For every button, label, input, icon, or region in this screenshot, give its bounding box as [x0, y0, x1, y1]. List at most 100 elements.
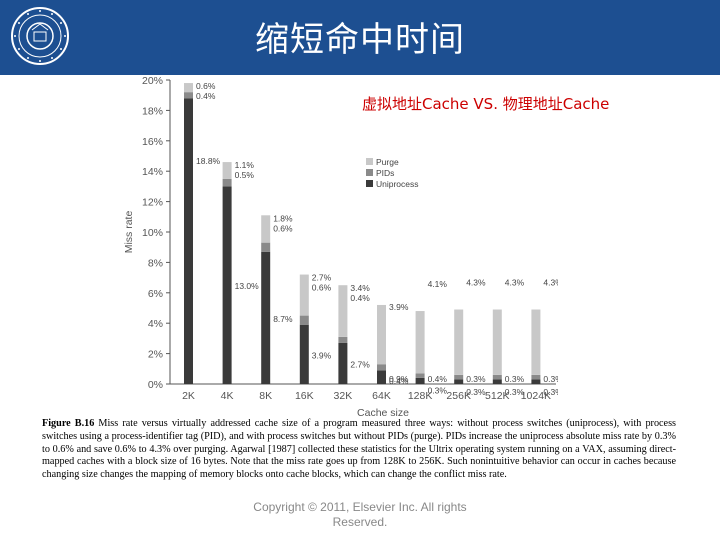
data-label-purge: 1.8% [273, 213, 293, 223]
data-label-purge: 4.3% [505, 278, 525, 288]
data-label-pids: 0.3% [505, 387, 525, 397]
data-label-uniprocess: 0.9% [389, 374, 409, 384]
data-label-uniprocess: 2.7% [350, 359, 370, 369]
y-tick-label: 4% [148, 318, 163, 330]
data-label-uniprocess: 3.9% [312, 350, 332, 360]
legend-label-uniprocess: Uniprocess [376, 179, 419, 189]
bar-pids [184, 92, 193, 99]
y-tick-label: 16% [142, 136, 163, 148]
bar-uniprocess [261, 251, 271, 384]
bar-purge [531, 309, 541, 375]
data-label-purge: 2.7% [312, 273, 332, 283]
data-label-uniprocess: 18.8% [196, 156, 221, 166]
data-label-pids: 0.3% [428, 385, 448, 395]
bar-purge [377, 304, 386, 365]
bar-uniprocess [454, 379, 464, 384]
bar-purge [261, 215, 271, 243]
data-label-purge: 1.1% [235, 160, 255, 170]
legend-swatch-purge [366, 158, 373, 165]
data-label-pids: 0.6% [273, 223, 293, 233]
x-tick-label: 16K [295, 390, 314, 402]
data-label-uniprocess: 0.3% [466, 374, 486, 384]
legend-label-purge: Purge [376, 157, 399, 167]
bar-pids [377, 364, 386, 371]
bar-purge [492, 309, 502, 375]
copyright-notice: Copyright © 2011, Elsevier Inc. All righ… [230, 500, 490, 530]
data-label-uniprocess: 13.0% [235, 281, 260, 291]
x-tick-label: 4K [221, 390, 234, 402]
x-axis-title: Cache size [357, 407, 409, 419]
copyright-line-1: Copyright © 2011, Elsevier Inc. All righ… [253, 500, 467, 514]
x-tick-label: 512K [485, 390, 510, 402]
y-tick-label: 14% [142, 166, 163, 178]
bar-pids [492, 374, 502, 380]
bar-uniprocess [415, 377, 425, 384]
y-tick-label: 0% [148, 379, 163, 391]
x-tick-label: 8K [259, 390, 272, 402]
y-tick-label: 8% [148, 257, 163, 269]
y-tick-label: 10% [142, 227, 163, 239]
bar-pids [299, 315, 309, 325]
data-label-purge: 4.1% [428, 279, 448, 289]
bar-uniprocess [299, 324, 309, 384]
bar-uniprocess [222, 186, 232, 384]
data-label-uniprocess: 8.7% [273, 314, 293, 324]
y-tick-label: 6% [148, 288, 163, 300]
caption-label: Figure B.16 [42, 418, 95, 429]
data-label-pids: 0.6% [312, 283, 332, 293]
data-label-purge: 4.3% [466, 278, 486, 288]
x-tick-label: 1024K [521, 390, 551, 402]
x-tick-label: 2K [182, 390, 195, 402]
y-tick-label: 18% [142, 105, 163, 117]
figure-caption: Figure B.16 Miss rate versus virtually a… [42, 418, 676, 482]
miss-rate-chart: 0% 2% 4% 6% 8% 10% 12% 14% 16% 18% 20% Miss rate Cac… [123, 75, 558, 419]
data-label-pids: 0.3% [543, 387, 558, 397]
slide-title: 缩短命中时间 [255, 20, 465, 60]
data-label-uniprocess: 0.3% [505, 374, 525, 384]
bar-purge [415, 311, 425, 374]
data-label-pids: 0.4% [196, 91, 216, 101]
data-label-uniprocess: 0.4% [428, 374, 448, 384]
bar-uniprocess [377, 370, 386, 384]
data-label-uniprocess: 0.3% [543, 374, 558, 384]
bar-purge [299, 274, 309, 316]
data-label-purge: 3.4% [350, 283, 370, 293]
bar-purge [222, 162, 232, 179]
x-tick-label: 256K [446, 390, 471, 402]
data-label-purge: 3.9% [389, 302, 409, 312]
bar-uniprocess [492, 379, 502, 384]
bar-pids [261, 242, 271, 252]
bar-uniprocess [338, 342, 348, 384]
x-tick-label: 128K [408, 390, 433, 402]
legend-swatch-uniprocess [366, 180, 373, 187]
bar-pids [454, 374, 464, 380]
university-seal-logo [11, 7, 69, 65]
data-label-purge: 4.3% [543, 278, 558, 288]
bar-pids [415, 373, 425, 378]
y-tick-label: 12% [142, 197, 163, 209]
slide-subtitle: 虚拟地址Cache VS. 物理地址Cache [362, 95, 610, 113]
caption-text: Miss rate versus virtually addressed cac… [42, 418, 677, 481]
x-tick-label: 64K [372, 390, 391, 402]
y-axis-title: Miss rate [123, 211, 135, 254]
x-tick-label: 32K [334, 390, 353, 402]
slide-header: 缩短命中时间 [0, 0, 720, 75]
data-label-purge: 0.6% [196, 81, 216, 91]
data-label-pids: 0.4% [389, 376, 409, 386]
bar-pids [338, 336, 348, 343]
bar-purge [184, 83, 193, 93]
y-tick-label: 2% [148, 349, 163, 361]
bar-purge [454, 309, 464, 375]
legend-label-pids: PIDs [376, 168, 394, 178]
copyright-line-2: Reserved. [332, 515, 388, 529]
data-label-pids: 0.5% [235, 170, 255, 180]
legend-swatch-pids [366, 169, 373, 176]
data-label-pids: 0.3% [466, 387, 486, 397]
data-label-pids: 0.4% [350, 293, 370, 303]
y-tick-label: 20% [142, 75, 163, 87]
bar-uniprocess [531, 379, 541, 384]
bar-uniprocess [184, 98, 193, 385]
bar-pids [531, 374, 541, 380]
bar-pids [222, 178, 232, 187]
bar-purge [338, 285, 348, 337]
